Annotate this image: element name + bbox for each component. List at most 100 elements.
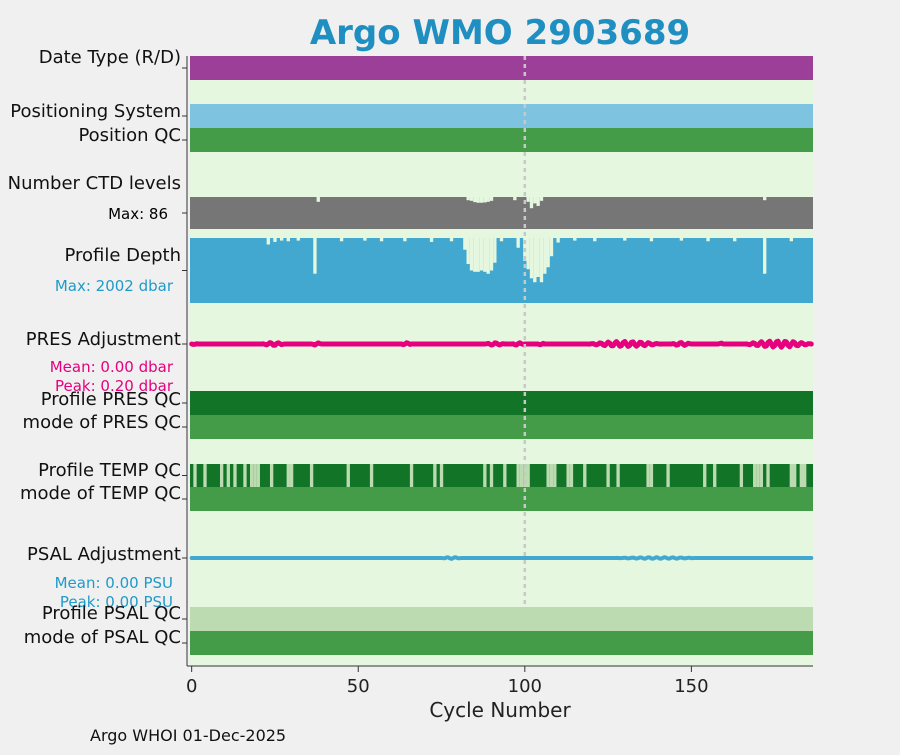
cycle-dip bbox=[706, 238, 710, 242]
qc-flag-cell bbox=[289, 464, 294, 487]
cycle-dip bbox=[449, 238, 454, 242]
qc-band-segment bbox=[190, 487, 813, 511]
row-label: mode of PSAL QC bbox=[24, 627, 181, 648]
qc-flag-cell bbox=[799, 464, 804, 487]
cycle-dip bbox=[549, 238, 554, 257]
cycle-dip bbox=[313, 238, 317, 274]
qc-band-segment bbox=[190, 415, 813, 439]
qc-flag-cell bbox=[256, 464, 260, 487]
qc-flag-cell bbox=[503, 464, 507, 487]
cycle-dip bbox=[763, 238, 767, 274]
qc-flag-cell bbox=[409, 464, 414, 487]
cycle-dip bbox=[296, 238, 300, 241]
row-note: Max: 86 bbox=[108, 205, 168, 223]
qc-flag-cell bbox=[516, 464, 520, 487]
row-profile-temp-qc: Profile TEMP QC bbox=[38, 460, 813, 487]
cycle-dip bbox=[466, 238, 470, 264]
qc-flag-cell bbox=[433, 464, 437, 487]
qc-band-segment bbox=[190, 631, 813, 655]
qc-flag-cell bbox=[546, 464, 550, 487]
row-label: Date Type (R/D) bbox=[39, 47, 181, 68]
cycle-dip bbox=[533, 197, 537, 204]
cycle-dip bbox=[479, 197, 484, 203]
row-label: mode of PRES QC bbox=[23, 412, 181, 433]
x-tick-label: 0 bbox=[186, 676, 197, 697]
cycle-dip bbox=[316, 197, 320, 202]
cycle-dip bbox=[273, 238, 277, 242]
cycle-dip bbox=[486, 197, 490, 202]
row-label: Profile TEMP QC bbox=[38, 460, 181, 481]
cycle-dip bbox=[286, 238, 290, 242]
adjustment-line bbox=[189, 338, 814, 350]
cycle-dip bbox=[279, 238, 284, 241]
row-profile-psal-qc: Profile PSAL QC bbox=[42, 603, 813, 631]
qc-flag-cell bbox=[713, 464, 717, 487]
cycle-dip bbox=[516, 238, 520, 248]
cycle-dip bbox=[623, 238, 627, 241]
cycle-dip bbox=[526, 197, 530, 202]
row-label: mode of TEMP QC bbox=[20, 483, 181, 504]
row-label: PRES Adjustment bbox=[26, 329, 181, 350]
cycle-dip bbox=[483, 238, 487, 272]
row-note: Max: 2002 dbar bbox=[55, 277, 174, 295]
qc-flag-cell bbox=[526, 464, 530, 487]
row-note: Mean: 0.00 PSU bbox=[55, 574, 173, 592]
x-tick-label: 150 bbox=[674, 676, 708, 697]
cycle-dip bbox=[493, 238, 497, 263]
row-label: Profile Depth bbox=[64, 245, 181, 266]
cycle-dip bbox=[429, 238, 434, 242]
cycle-dip bbox=[489, 197, 494, 201]
cycle-dip bbox=[536, 238, 540, 277]
qc-flag-cell bbox=[233, 464, 237, 487]
qc-flag-cell bbox=[569, 464, 574, 487]
cycle-dip bbox=[339, 238, 344, 242]
qc-flag-cell bbox=[646, 464, 650, 487]
qc-band bbox=[190, 464, 813, 487]
cycle-dip bbox=[473, 197, 477, 203]
qc-flag-cell bbox=[519, 464, 524, 487]
cycle-dip bbox=[476, 238, 480, 272]
row-mode-of-temp-qc: mode of TEMP QC bbox=[20, 483, 813, 511]
cycle-dip bbox=[546, 238, 550, 268]
cycle-dip bbox=[473, 238, 477, 272]
row-note: Peak: 0.20 dbar bbox=[55, 377, 174, 395]
qc-flag-cell bbox=[439, 464, 444, 487]
qc-flag-cell bbox=[606, 464, 610, 487]
cycle-dip bbox=[489, 238, 494, 271]
cycle-dip bbox=[266, 238, 270, 245]
cycle-dip bbox=[479, 238, 484, 271]
qc-flag-cell bbox=[666, 464, 670, 487]
row-note: Peak: 0.00 PSU bbox=[60, 593, 173, 611]
profile-bar bbox=[190, 238, 813, 303]
cycle-dip bbox=[483, 197, 487, 203]
cycle-dip bbox=[486, 238, 490, 274]
cycle-dip bbox=[539, 197, 544, 201]
qc-flag-cell bbox=[649, 464, 654, 487]
qc-flag-cell bbox=[739, 464, 744, 487]
qc-flag-cell bbox=[756, 464, 760, 487]
row-label: Profile PRES QC bbox=[41, 389, 181, 410]
cycle-dip bbox=[543, 238, 547, 274]
x-tick-label: 100 bbox=[508, 676, 542, 697]
qc-flag-cell bbox=[243, 464, 247, 487]
cycle-dip bbox=[379, 238, 384, 242]
row-label: Positioning System bbox=[10, 101, 181, 122]
cycle-dip bbox=[529, 197, 534, 209]
qc-flag-cell bbox=[766, 464, 770, 487]
cycle-dip bbox=[733, 238, 737, 242]
row-profile-pres-qc: Profile PRES QC bbox=[41, 389, 813, 415]
chart-title: Argo WMO 2903689 bbox=[310, 13, 690, 53]
cycle-dip bbox=[593, 238, 597, 242]
qc-flag-cell bbox=[489, 464, 494, 487]
row-label: Number CTD levels bbox=[8, 173, 181, 194]
qc-flag-cell bbox=[803, 464, 807, 487]
cycle-dip bbox=[363, 238, 367, 241]
qc-band-segment bbox=[190, 607, 813, 631]
qc-flag-cell bbox=[249, 464, 254, 487]
qc-flag-cell bbox=[219, 464, 224, 487]
profile-bar bbox=[190, 197, 813, 229]
cycle-dip bbox=[679, 238, 684, 241]
row-label: Profile PSAL QC bbox=[42, 603, 181, 624]
